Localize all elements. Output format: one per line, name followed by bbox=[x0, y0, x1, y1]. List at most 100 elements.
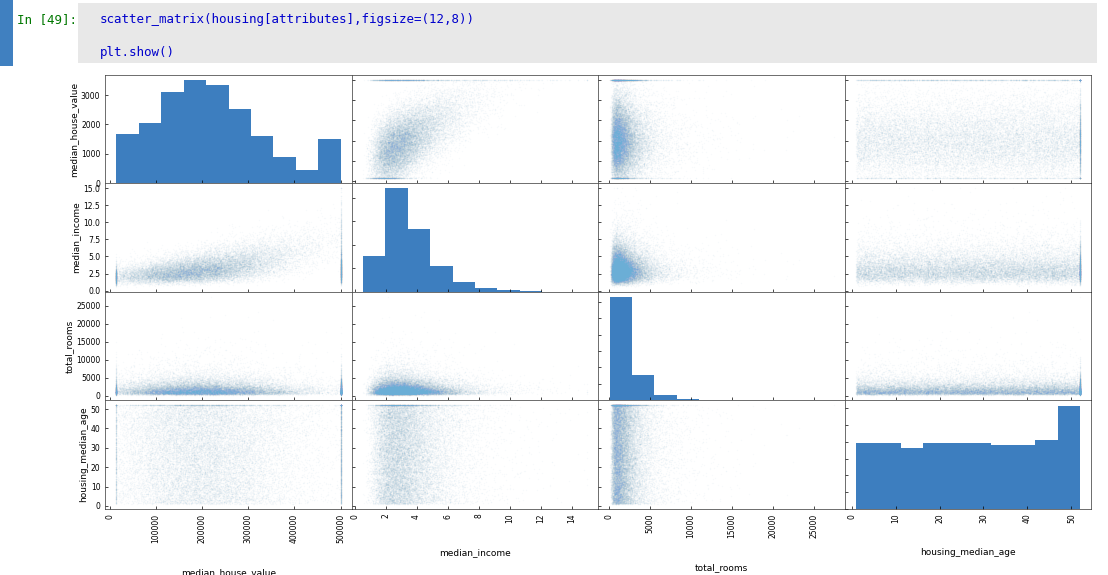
Point bbox=[1024, 269, 1042, 278]
Point bbox=[606, 271, 624, 280]
Point bbox=[616, 128, 634, 137]
Point bbox=[852, 148, 870, 158]
Point bbox=[386, 390, 403, 399]
Point bbox=[611, 121, 628, 131]
Point bbox=[394, 430, 412, 439]
Point bbox=[384, 412, 402, 421]
Point bbox=[392, 150, 410, 159]
Point bbox=[107, 486, 125, 495]
Point bbox=[144, 266, 162, 275]
Point bbox=[429, 102, 447, 111]
Point bbox=[145, 419, 163, 428]
Point bbox=[613, 114, 630, 123]
Point bbox=[235, 266, 253, 275]
Point bbox=[450, 388, 468, 397]
Point bbox=[228, 271, 246, 280]
Point bbox=[899, 386, 916, 396]
Point bbox=[628, 451, 646, 460]
Point bbox=[394, 388, 412, 397]
Point bbox=[612, 491, 629, 500]
Point bbox=[404, 119, 422, 128]
Point bbox=[407, 388, 424, 397]
Point bbox=[1048, 89, 1066, 98]
Point bbox=[433, 388, 451, 397]
Point bbox=[915, 251, 933, 260]
Point bbox=[391, 402, 409, 412]
Point bbox=[1023, 386, 1040, 396]
Point bbox=[386, 382, 403, 391]
Point bbox=[240, 371, 258, 380]
Point bbox=[886, 143, 904, 152]
Point bbox=[392, 118, 410, 127]
Point bbox=[393, 148, 411, 158]
Point bbox=[919, 265, 936, 274]
Point bbox=[147, 388, 165, 397]
Point bbox=[862, 383, 880, 392]
Point bbox=[648, 126, 666, 136]
Point bbox=[305, 235, 322, 244]
Point bbox=[331, 466, 349, 475]
Point bbox=[614, 262, 632, 271]
Point bbox=[953, 144, 971, 154]
Point bbox=[619, 254, 637, 263]
Point bbox=[609, 139, 627, 148]
Point bbox=[360, 133, 378, 142]
Point bbox=[1042, 368, 1059, 377]
Point bbox=[632, 155, 649, 164]
Point bbox=[410, 117, 428, 126]
Point bbox=[613, 263, 630, 273]
Point bbox=[170, 273, 187, 282]
Point bbox=[393, 155, 411, 164]
Point bbox=[403, 133, 421, 143]
Point bbox=[862, 388, 880, 397]
Point bbox=[107, 421, 125, 431]
Point bbox=[625, 427, 643, 436]
Point bbox=[429, 454, 447, 463]
Point bbox=[168, 483, 186, 492]
Point bbox=[177, 387, 195, 396]
Point bbox=[1066, 264, 1084, 273]
Point bbox=[414, 467, 432, 477]
Point bbox=[250, 254, 268, 263]
Point bbox=[612, 441, 629, 450]
Point bbox=[1005, 144, 1023, 154]
Point bbox=[626, 83, 644, 93]
Point bbox=[970, 132, 987, 141]
Point bbox=[615, 480, 633, 489]
Point bbox=[187, 255, 205, 264]
Point bbox=[417, 401, 434, 410]
Point bbox=[391, 405, 409, 415]
Point bbox=[640, 124, 658, 133]
Point bbox=[380, 430, 398, 439]
Point bbox=[616, 273, 634, 282]
Point bbox=[955, 389, 973, 398]
Point bbox=[378, 174, 396, 183]
Point bbox=[604, 112, 622, 121]
Point bbox=[398, 412, 416, 421]
Point bbox=[331, 389, 349, 398]
Point bbox=[963, 242, 981, 251]
Point bbox=[613, 480, 630, 489]
Point bbox=[604, 262, 622, 271]
Point bbox=[429, 364, 447, 373]
Point bbox=[199, 377, 217, 386]
Point bbox=[618, 148, 636, 157]
Point bbox=[965, 371, 983, 381]
Point bbox=[622, 264, 639, 273]
Point bbox=[919, 259, 936, 268]
Point bbox=[609, 112, 627, 121]
Point bbox=[410, 419, 428, 428]
Point bbox=[622, 482, 639, 492]
Point bbox=[899, 385, 916, 394]
Point bbox=[397, 385, 414, 394]
Point bbox=[204, 427, 222, 436]
Point bbox=[633, 440, 650, 449]
Point bbox=[622, 416, 639, 426]
Point bbox=[402, 116, 420, 125]
Point bbox=[182, 402, 199, 412]
Point bbox=[193, 386, 211, 395]
Point bbox=[220, 253, 238, 262]
Point bbox=[201, 251, 218, 260]
Point bbox=[222, 251, 239, 260]
Point bbox=[1069, 275, 1087, 284]
